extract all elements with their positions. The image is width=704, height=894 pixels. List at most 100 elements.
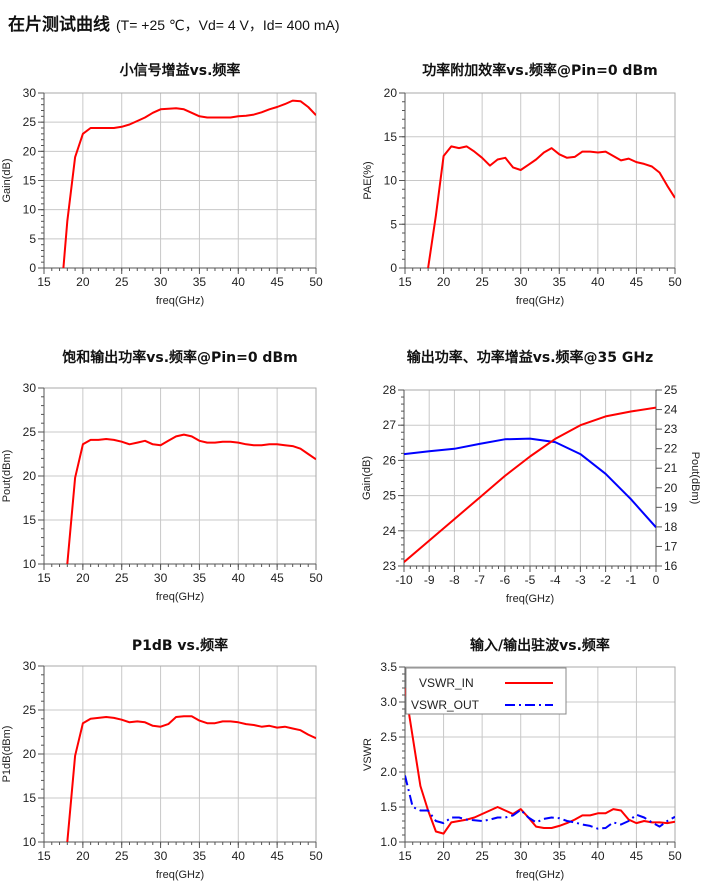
chart-title: 功率附加效率vs.频率@Pin=0 dBm [422,62,657,79]
chart-title: 输入/输出驻波vs.频率 [470,637,610,654]
series-line-pae [427,145,675,268]
y-axis-label: PAE(%) [362,161,374,199]
x-axis-label: freq(GHz) [156,295,204,307]
y2-tick-label: 16 [664,559,678,573]
page-heading: 在片测试曲线 (T= +25 ℃，Vd= 4 V，Id= 400 mA) [8,10,340,35]
x-axis-label: freq(GHz) [516,295,564,307]
chart-title: P1dB vs.频率 [132,637,228,654]
x-tick-label: 30 [154,571,168,585]
y-tick-label: 24 [383,524,397,538]
x-tick-label: -4 [550,573,561,587]
legend-label: VSWR_IN [419,676,474,690]
page-title: 在片测试曲线 [8,15,110,35]
x-tick-label: 45 [630,275,644,289]
x-tick-label: 45 [270,571,284,585]
chart-2: 功率附加效率vs.频率@Pin=0 dBm 15 20 25 30 35 40 45 50 0 5 1… [362,62,682,307]
y2-tick-label: 25 [664,383,678,397]
x-tick-label: 40 [232,275,246,289]
x-tick-label: 50 [668,275,682,289]
x-tick-label: 20 [437,275,451,289]
y-tick-label: 5 [29,232,36,246]
legend-label: VSWR_OUT [411,698,480,712]
y-axis-label: VSWR [362,738,374,771]
y-tick-label: 20 [23,144,37,158]
y-tick-label: 30 [23,86,37,100]
x-tick-label: 25 [115,571,129,585]
chart-1: 小信号增益vs.频率 15 20 25 30 35 40 45 50 0 5 10 15 20 25 30 fr… [1,62,323,307]
chart-6: 输入/输出驻波vs.频率 15 20 25 30 35 40 45 50 1.0 1.5 2.0 2.5… [362,637,682,881]
chart-4: 输出功率、功率增益vs.频率@35 GHz-10 -9 -8 -7 -6 -5 -4 -3 -2… [361,349,701,605]
y-tick-label: 15 [384,130,398,144]
series-line-gain [404,437,656,528]
x-tick-label: 45 [270,849,284,863]
legend: VSWR_IN VSWR_OUT [405,667,567,715]
x-tick-label: -6 [499,573,510,587]
y-tick-label: 10 [23,835,37,849]
x-tick-label: -5 [525,573,536,587]
y2-tick-label: 19 [664,500,678,514]
x-tick-label: 50 [309,849,323,863]
x-tick-label: 20 [437,849,451,863]
x-tick-label: 15 [398,849,412,863]
legend-box [405,667,567,715]
x-tick-label: 45 [270,275,284,289]
y2-axis-label: Pout(dBm) [689,452,701,505]
x-axis-label: freq(GHz) [156,591,204,603]
y-axis-label: Gain(dB) [361,456,373,500]
y-tick-label: 27 [383,418,397,432]
series-line-gain [62,99,316,268]
chart-title: 小信号增益vs.频率 [120,62,241,79]
test-conditions: (T= +25 ℃，Vd= 4 V，Id= 400 mA) [116,17,340,33]
y-tick-label: 2.5 [380,730,397,744]
x-tick-label: 25 [115,275,129,289]
y-tick-label: 0 [390,261,397,275]
x-tick-label: 20 [76,571,90,585]
y2-tick-label: 20 [664,481,678,495]
y-tick-label: 15 [23,174,37,188]
x-tick-label: -2 [600,573,611,587]
y-tick-label: 30 [23,381,37,395]
x-tick-label: -9 [424,573,435,587]
series-line-vswr-in [405,687,675,835]
y-tick-label: 15 [23,513,37,527]
chart-title: 饱和输出功率vs.频率@Pin=0 dBm [62,349,297,366]
y2-tick-label: 24 [664,403,678,417]
x-tick-label: -8 [449,573,460,587]
y-tick-label: 25 [383,489,397,503]
y-tick-label: 0 [29,261,36,275]
x-tick-label: 15 [37,571,51,585]
y-tick-label: 25 [23,115,37,129]
x-tick-label: 35 [553,275,567,289]
x-tick-label: -3 [575,573,586,587]
y2-tick-label: 18 [664,520,678,534]
y-tick-label: 1.0 [380,835,397,849]
y-tick-label: 26 [383,453,397,467]
x-tick-label: 50 [309,571,323,585]
x-tick-label: 35 [193,571,207,585]
x-tick-label: 25 [475,849,489,863]
y-tick-label: 28 [383,383,397,397]
x-tick-label: -1 [625,573,636,587]
x-axis-label: freq(GHz) [156,869,204,881]
y-tick-label: 10 [384,174,398,188]
y-tick-label: 30 [23,659,37,673]
x-tick-label: 0 [653,573,660,587]
y-tick-label: 15 [23,791,37,805]
x-tick-label: 20 [76,275,90,289]
y2-tick-label: 23 [664,422,678,436]
y-tick-label: 20 [384,86,398,100]
x-tick-label: 20 [76,849,90,863]
x-axis-label: freq(GHz) [506,593,554,605]
x-tick-label: 25 [115,849,129,863]
x-tick-label: 25 [475,275,489,289]
y-tick-label: 25 [23,703,37,717]
x-tick-label: 45 [630,849,644,863]
x-tick-label: 30 [514,275,528,289]
y2-tick-label: 21 [664,461,678,475]
x-tick-label: 35 [193,275,207,289]
series-line-vswr-out [405,775,675,830]
x-tick-label: -10 [395,573,413,587]
